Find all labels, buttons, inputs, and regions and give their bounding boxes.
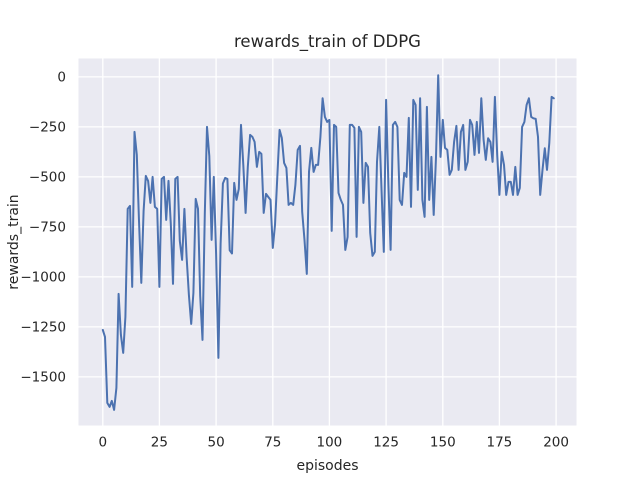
x-tick-label: 75 xyxy=(264,435,281,451)
x-tick-label: 150 xyxy=(430,435,456,451)
x-tick-label: 125 xyxy=(373,435,399,451)
y-tick-label: −500 xyxy=(29,170,66,186)
x-tick-label: 200 xyxy=(543,435,569,451)
y-axis-label: rewards_train xyxy=(6,194,22,290)
rewards-line xyxy=(101,74,555,411)
x-tick-label: 25 xyxy=(151,435,168,451)
y-tick-label: 0 xyxy=(57,70,66,86)
y-tick-label: −250 xyxy=(29,120,66,136)
chart-title: rewards_train of DDPG xyxy=(234,32,421,51)
y-tick-label: −1000 xyxy=(20,270,66,286)
y-tick-label: −750 xyxy=(29,220,66,236)
x-axis-label: episodes xyxy=(296,458,359,474)
y-tick-label: −1250 xyxy=(20,320,66,336)
x-tick-label: 0 xyxy=(99,435,108,451)
x-tick-label: 175 xyxy=(487,435,513,451)
plot-background xyxy=(78,58,577,426)
x-tick-label: 100 xyxy=(317,435,343,451)
y-tick-label: −1500 xyxy=(20,370,66,386)
x-tick-label: 50 xyxy=(208,435,225,451)
